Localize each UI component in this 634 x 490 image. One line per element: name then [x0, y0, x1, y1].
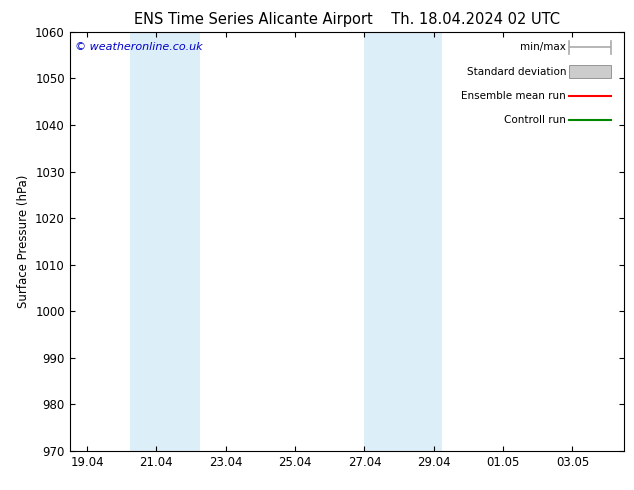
Y-axis label: Surface Pressure (hPa): Surface Pressure (hPa) — [16, 174, 30, 308]
Bar — [569, 65, 611, 78]
Bar — [131, 32, 200, 451]
Text: Ensemble mean run: Ensemble mean run — [462, 91, 566, 101]
Bar — [365, 32, 443, 451]
Text: Controll run: Controll run — [505, 115, 566, 125]
Text: Standard deviation: Standard deviation — [467, 67, 566, 76]
Title: ENS Time Series Alicante Airport    Th. 18.04.2024 02 UTC: ENS Time Series Alicante Airport Th. 18.… — [134, 12, 560, 26]
Text: © weatheronline.co.uk: © weatheronline.co.uk — [75, 42, 203, 52]
Text: min/max: min/max — [521, 42, 566, 52]
